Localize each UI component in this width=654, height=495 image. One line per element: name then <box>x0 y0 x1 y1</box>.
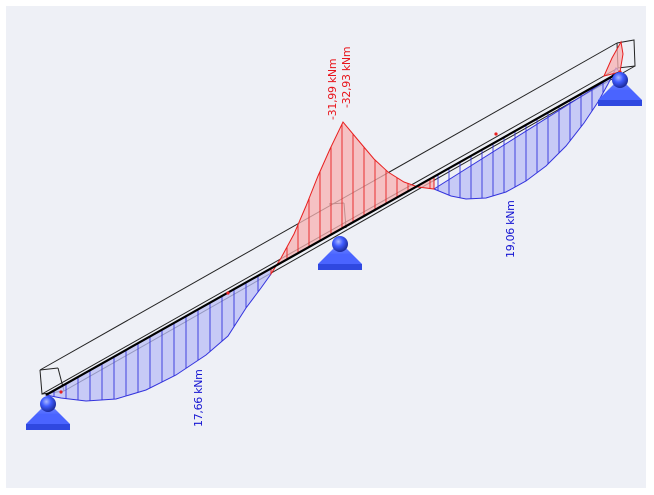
viewport[interactable]: -31,99 kNm -32,93 kNm 19,06 kNm 17,66 kN… <box>6 6 646 488</box>
pinned-support-icon[interactable] <box>598 72 642 106</box>
moment-label-pos-span2: 19,06 kNm <box>504 200 517 258</box>
moment-label-neg-2: -32,93 kNm <box>340 47 353 108</box>
extreme-marker-left <box>59 390 63 394</box>
pinned-support-icon[interactable] <box>26 396 70 430</box>
extreme-marker-span2 <box>494 132 498 136</box>
beam-axis <box>45 71 621 396</box>
beam-moment-diagram: -31,99 kNm -32,93 kNm 19,06 kNm 17,66 kN… <box>26 39 642 430</box>
extreme-marker-span1 <box>226 291 230 295</box>
moment-label-neg-1: -31,99 kNm <box>326 59 339 120</box>
moment-label-pos-span1: 17,66 kNm <box>192 369 205 427</box>
moment-hatching <box>53 81 604 401</box>
pinned-support-icon[interactable] <box>318 236 362 270</box>
negative-moment-support <box>270 121 435 276</box>
